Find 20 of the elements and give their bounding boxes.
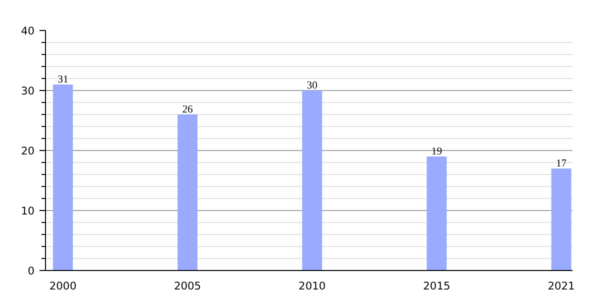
data-label: 19 bbox=[431, 146, 442, 158]
x-tick-label: 2010 bbox=[298, 280, 326, 292]
y-tick-label: 40 bbox=[20, 24, 35, 38]
bar bbox=[551, 168, 572, 270]
y-tick-label: 30 bbox=[20, 84, 35, 98]
y-tick-label: 10 bbox=[20, 204, 35, 218]
bar bbox=[178, 114, 198, 270]
data-label: 31 bbox=[58, 74, 68, 86]
x-tick-label: 2021 bbox=[548, 280, 575, 292]
x-tick-label: 2000 bbox=[49, 280, 77, 292]
data-label: 26 bbox=[182, 104, 194, 116]
y-tick-label: 20 bbox=[20, 144, 35, 158]
bar bbox=[426, 156, 447, 270]
bar bbox=[52, 84, 73, 270]
bar bbox=[302, 90, 322, 270]
x-tick-label: 2005 bbox=[174, 280, 202, 292]
x-tick-label: 2015 bbox=[423, 280, 450, 292]
data-label: 30 bbox=[306, 80, 318, 92]
data-label: 17 bbox=[556, 158, 568, 170]
y-tick-label: 0 bbox=[28, 264, 35, 278]
